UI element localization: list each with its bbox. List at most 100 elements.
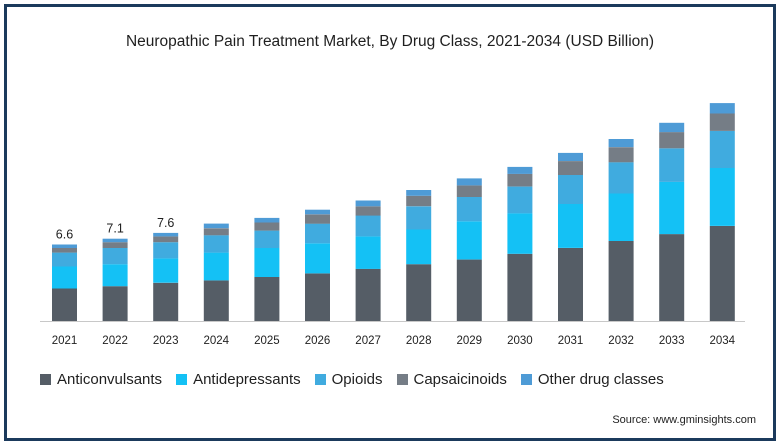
bar-other-drug-classes-2031: [558, 152, 583, 161]
bar-capsaicinoids-2022: [102, 242, 128, 248]
bar-anticonvulsants-2024: [203, 280, 229, 321]
bar-other-drug-classes-2021: [52, 244, 77, 248]
x-tick-label-2024: 2024: [204, 335, 230, 347]
bar-other-drug-classes-2023: [153, 232, 179, 237]
bar-antidepressants-2031: [558, 203, 583, 248]
legend-swatch-other-drug-classes: [520, 374, 532, 385]
legend-label-antidepressants: Antidepressants: [193, 371, 301, 388]
x-tick-label-2025: 2025: [254, 335, 280, 347]
bar-opioids-2026: [305, 223, 330, 244]
bar-antidepressants-2032: [608, 193, 634, 241]
bar-opioids-2024: [203, 235, 229, 253]
legend-label-other-drug-classes: Other drug classes: [537, 371, 664, 388]
bar-antidepressants-2025: [254, 248, 280, 277]
legend-item-opioids: Opioids: [314, 371, 383, 388]
legend-label-opioids: Opioids: [331, 371, 383, 388]
x-tick-label-2023: 2023: [153, 335, 179, 347]
x-tick-label-2028: 2028: [406, 335, 432, 347]
bar-capsaicinoids-2033: [659, 132, 685, 149]
bar-capsaicinoids-2021: [52, 248, 77, 253]
bar-other-drug-classes-2028: [406, 190, 432, 196]
source-note: Source: www.gminsights.com: [612, 414, 756, 426]
x-tick-label-2021: 2021: [52, 335, 78, 347]
bar-antidepressants-2029: [456, 221, 482, 260]
bar-antidepressants-2026: [305, 243, 330, 274]
bar-other-drug-classes-2030: [507, 166, 533, 174]
bar-antidepressants-2034: [709, 168, 735, 226]
x-tick-label-2033: 2033: [659, 335, 685, 347]
bar-other-drug-classes-2027: [355, 200, 381, 207]
bar-other-drug-classes-2034: [709, 103, 735, 114]
bar-anticonvulsants-2031: [558, 248, 583, 321]
bar-opioids-2034: [709, 130, 735, 168]
x-tick-label-2031: 2031: [558, 335, 584, 347]
bar-capsaicinoids-2030: [507, 173, 533, 187]
chart-legend: Anticonvulsants Antidepressants Opioids Cap…: [40, 371, 664, 388]
bar-opioids-2033: [659, 148, 685, 182]
bar-other-drug-classes-2032: [608, 139, 634, 148]
bar-antidepressants-2030: [507, 213, 533, 254]
bar-opioids-2023: [153, 242, 179, 259]
bar-other-drug-classes-2022: [102, 238, 128, 243]
bar-opioids-2021: [52, 252, 77, 267]
bar-anticonvulsants-2021: [52, 288, 77, 321]
bar-opioids-2030: [507, 186, 533, 214]
bar-opioids-2032: [608, 162, 634, 194]
bar-capsaicinoids-2025: [254, 222, 280, 231]
bar-anticonvulsants-2028: [406, 264, 432, 321]
legend-swatch-antidepressants: [176, 374, 188, 385]
bar-opioids-2031: [558, 175, 583, 204]
legend-item-capsaicinoids: Capsaicinoids: [396, 371, 507, 388]
bar-capsaicinoids-2027: [355, 206, 381, 216]
bar-anticonvulsants-2034: [709, 226, 735, 321]
legend-item-anticonvulsants: Anticonvulsants: [40, 371, 162, 388]
bar-antidepressants-2027: [355, 236, 381, 269]
bar-opioids-2027: [355, 215, 381, 237]
bar-anticonvulsants-2033: [659, 234, 685, 321]
legend-item-antidepressants: Antidepressants: [176, 371, 301, 388]
legend-item-other-drug-classes: Other drug classes: [520, 371, 664, 388]
bar-capsaicinoids-2034: [709, 113, 735, 131]
bar-antidepressants-2023: [153, 258, 179, 283]
legend-label-capsaicinoids: Capsaicinoids: [413, 371, 507, 388]
bar-anticonvulsants-2026: [305, 273, 330, 321]
bar-anticonvulsants-2030: [507, 253, 533, 321]
bar-opioids-2028: [406, 206, 432, 230]
legend-swatch-capsaicinoids: [396, 374, 408, 385]
bar-capsaicinoids-2024: [203, 228, 229, 236]
bar-capsaicinoids-2031: [558, 161, 583, 175]
chart-title: Neuropathic Pain Treatment Market, By Dr…: [125, 33, 655, 50]
legend-swatch-anticonvulsants: [40, 374, 51, 385]
bar-anticonvulsants-2032: [608, 241, 634, 321]
x-tick-label-2026: 2026: [305, 335, 331, 347]
x-tick-label-2029: 2029: [457, 335, 483, 347]
data-label-2023: 7.6: [157, 216, 174, 230]
legend-label-anticonvulsants: Anticonvulsants: [57, 371, 163, 388]
bar-capsaicinoids-2029: [456, 185, 482, 197]
bar-opioids-2025: [254, 230, 280, 248]
bar-anticonvulsants-2025: [254, 277, 280, 321]
bar-anticonvulsants-2023: [153, 282, 179, 321]
bar-capsaicinoids-2023: [153, 236, 179, 243]
bar-other-drug-classes-2033: [659, 122, 685, 133]
x-tick-label-2034: 2034: [710, 335, 736, 347]
bar-other-drug-classes-2024: [203, 223, 229, 229]
bar-anticonvulsants-2029: [456, 259, 482, 321]
bar-antidepressants-2021: [52, 266, 77, 289]
x-tick-label-2032: 2032: [608, 335, 634, 347]
legend-swatch-opioids: [314, 374, 326, 385]
data-label-2022: 7.1: [106, 222, 123, 236]
bar-other-drug-classes-2025: [254, 217, 280, 223]
bar-capsaicinoids-2028: [406, 195, 432, 207]
x-tick-label-2022: 2022: [102, 335, 128, 347]
data-label-2021: 6.6: [56, 228, 73, 242]
bar-antidepressants-2022: [102, 264, 128, 287]
x-tick-label-2027: 2027: [355, 335, 381, 347]
bar-other-drug-classes-2026: [305, 209, 330, 215]
bar-other-drug-classes-2029: [456, 178, 482, 186]
x-tick-label-2030: 2030: [507, 335, 533, 347]
bar-anticonvulsants-2027: [355, 268, 381, 321]
chart-frame: [4, 4, 776, 441]
bar-antidepressants-2024: [203, 252, 229, 281]
